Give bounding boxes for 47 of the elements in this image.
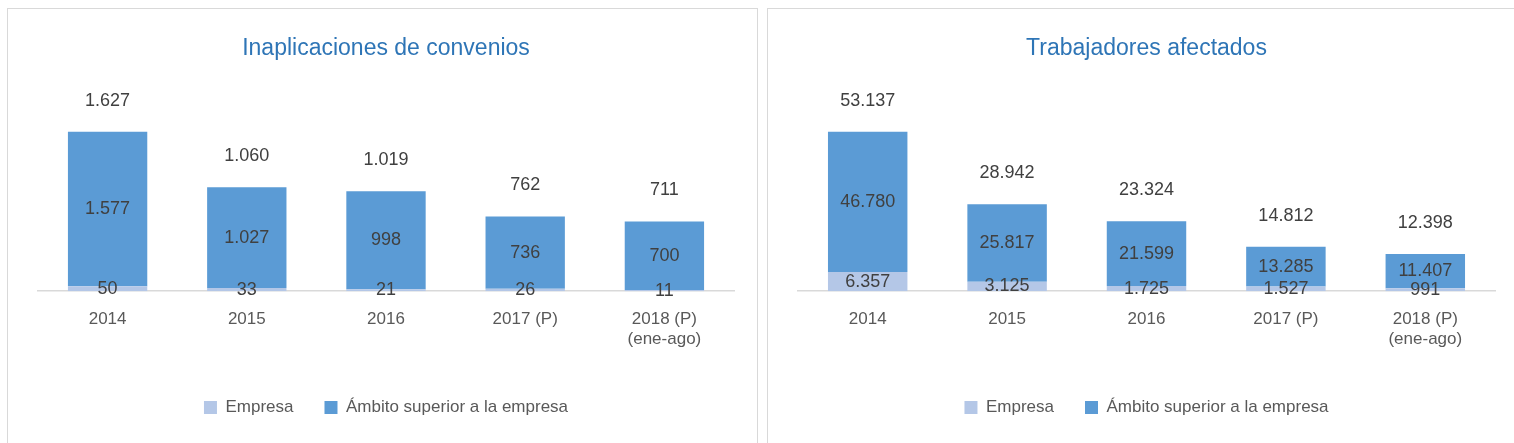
- data-label: 700: [649, 244, 680, 265]
- x-tick-label: 2017 (P): [492, 309, 558, 329]
- data-label: 991: [1410, 278, 1441, 299]
- data-label: 1.027: [224, 226, 270, 247]
- data-label: 1.725: [1123, 277, 1170, 298]
- x-tick-label: 2017 (P): [1253, 309, 1319, 329]
- x-tick-label: 2015: [988, 309, 1027, 329]
- x-tick-label: 2016: [367, 309, 405, 329]
- data-label: 21: [375, 279, 397, 300]
- legend-label: Empresa: [225, 397, 295, 417]
- total-label: 23.324: [1118, 179, 1175, 200]
- bar: [827, 131, 908, 273]
- total-label: 711: [650, 179, 679, 200]
- x-tick-label: 2018 (P) (ene-ago): [627, 309, 702, 349]
- data-label: 50: [97, 277, 118, 298]
- data-label: 998: [370, 229, 402, 250]
- chart-title: Inaplicaciones de convenios: [242, 34, 530, 61]
- data-label: 1.577: [85, 197, 131, 218]
- total-label: 12.398: [1397, 211, 1453, 232]
- data-label: 3.125: [984, 275, 1030, 296]
- data-label: 11: [655, 279, 674, 300]
- data-label: 1.527: [1263, 277, 1309, 298]
- data-label: 11.407: [1398, 260, 1453, 281]
- total-label: 1.060: [224, 145, 270, 166]
- chart-title: Trabajadores afectados: [1026, 34, 1267, 61]
- data-label: 46.780: [840, 190, 896, 211]
- total-label: 28.942: [979, 162, 1035, 183]
- total-label: 14.812: [1258, 204, 1314, 225]
- total-label: 1.627: [85, 89, 131, 110]
- total-label: 1.019: [363, 149, 409, 170]
- x-tick-label: 2015: [227, 309, 266, 329]
- x-tick-label: 2014: [848, 309, 887, 329]
- data-label: 33: [236, 278, 257, 299]
- x-tick-label: 2014: [88, 309, 127, 329]
- x-tick-label: 2018 (P) (ene-ago): [1388, 309, 1463, 349]
- legend-label: Ámbito superior a la empresa: [345, 397, 569, 417]
- total-label: 53.137: [840, 89, 896, 110]
- data-label: 25.817: [979, 232, 1035, 253]
- legend-label: Empresa: [985, 397, 1055, 417]
- data-label: 13.285: [1258, 255, 1314, 276]
- data-label: 21.599: [1118, 242, 1175, 263]
- x-tick-label: 2016: [1127, 309, 1166, 329]
- data-label: 736: [510, 241, 541, 262]
- legend-label: Ámbito superior a la empresa: [1106, 397, 1330, 417]
- data-label: 6.357: [845, 270, 891, 291]
- total-label: 762: [510, 174, 541, 195]
- data-label: 26: [515, 278, 536, 299]
